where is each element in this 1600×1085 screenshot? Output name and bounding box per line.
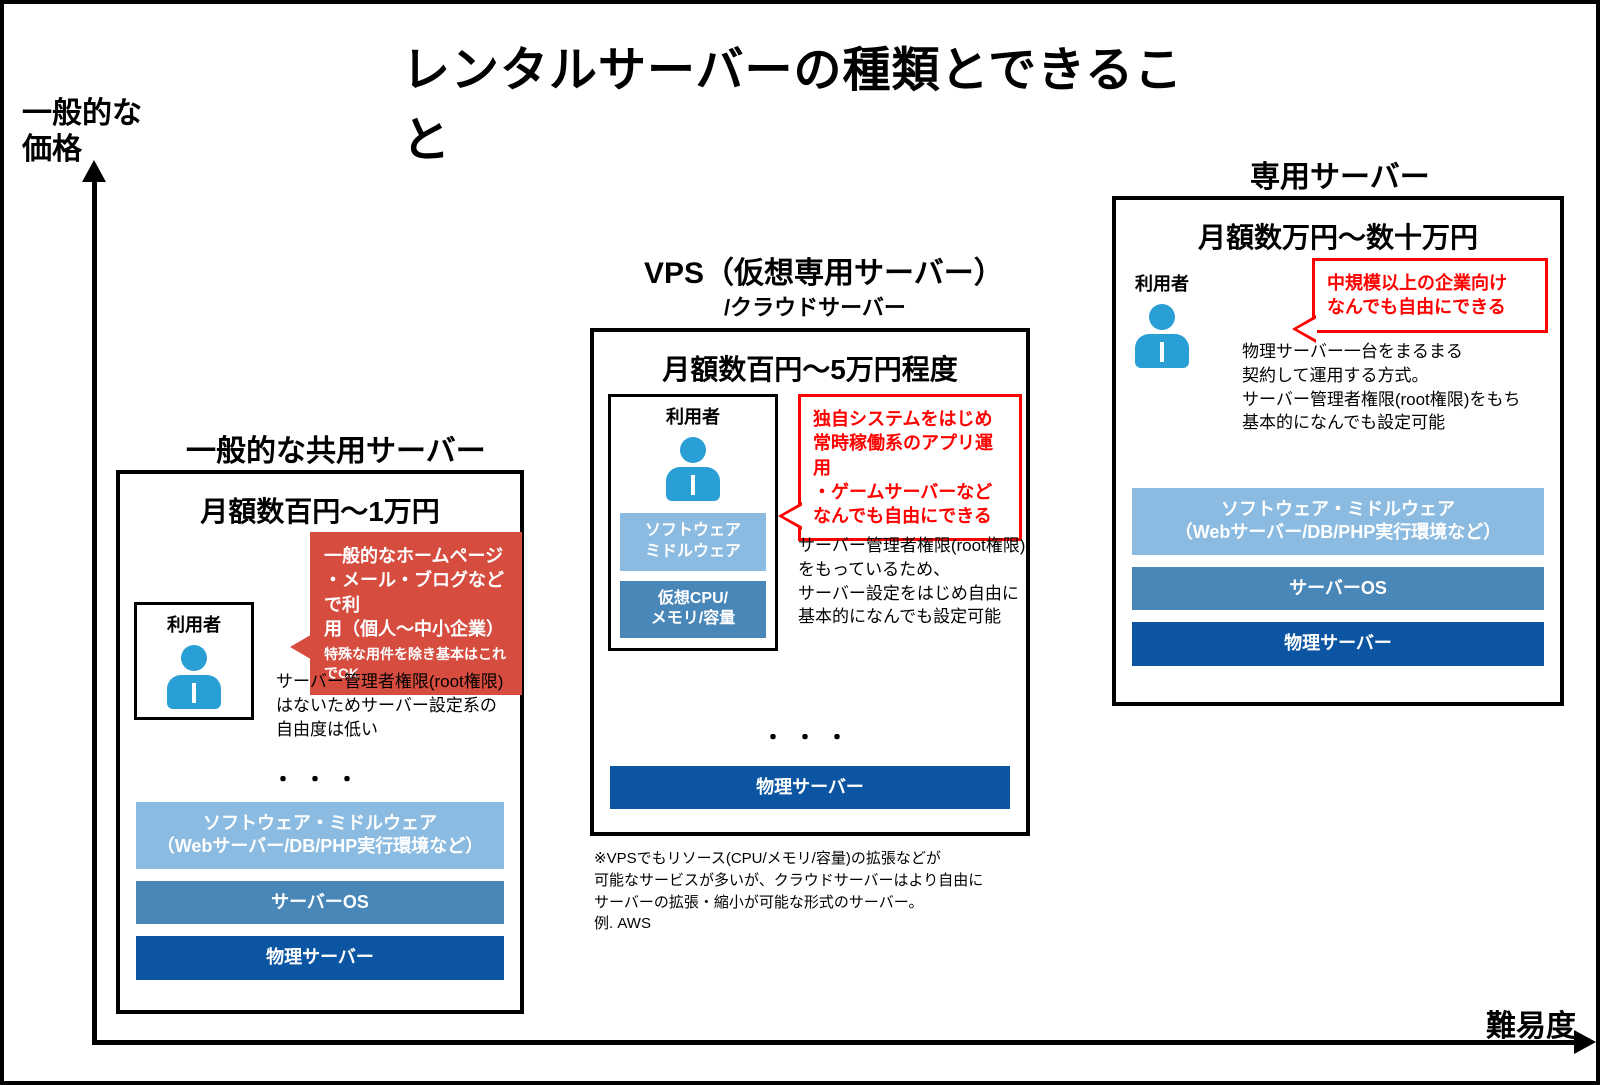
vps-dots: ・・・	[594, 720, 1026, 752]
shared-callout-l3: 用（個人〜中小企業）	[324, 619, 504, 639]
shared-callout-tail-icon	[290, 633, 314, 661]
y-axis-label: 一般的な 価格	[22, 96, 142, 168]
y-axis	[92, 174, 97, 1044]
person-icon	[661, 435, 725, 505]
shared-user-box: 利用者	[134, 602, 254, 720]
vps-layer-physical: 物理サーバー	[608, 764, 1012, 811]
dedicated-user-label: 利用者	[1130, 270, 1194, 296]
y-axis-text: 一般的な 価格	[22, 97, 142, 166]
vps-panel-subtitle: /クラウドサーバー	[724, 290, 906, 322]
y-axis-arrow-icon	[82, 160, 106, 182]
page-title: レンタルサーバーの種類とできること	[402, 30, 1198, 170]
dedicated-layer-os: サーバーOS	[1130, 565, 1546, 612]
shared-user-label: 利用者	[143, 611, 245, 637]
vps-user-label: 利用者	[617, 403, 769, 429]
dedicated-callout-l2: なんでも自由にできる	[1327, 297, 1506, 317]
shared-layer-physical: 物理サーバー	[134, 934, 506, 981]
dedicated-desc: 物理サーバー一台をまるまる 契約して運用する方式。 サーバー管理者権限(root…	[1242, 340, 1520, 435]
dedicated-price: 月額数万円〜数十万円	[1116, 200, 1560, 256]
shared-layer-software: ソフトウェア・ミドルウェア （Webサーバー/DB/PHP実行環境など）	[134, 800, 506, 871]
shared-callout-l1: 一般的なホームページ	[324, 546, 503, 566]
vps-layer-vcpu: 仮想CPU/ メモリ/容量	[618, 579, 768, 641]
vps-callout-l1: 独自システムをはじめ	[813, 409, 992, 429]
x-axis-label: 難易度	[1486, 1001, 1576, 1045]
vps-user-box: 利用者 ソフトウェア ミドルウェア 仮想CPU/ メモリ/容量	[608, 394, 778, 651]
x-axis-arrow-icon	[1574, 1030, 1596, 1054]
shared-dots: ・・・	[120, 762, 520, 794]
diagram-frame: レンタルサーバーの種類とできること 一般的な 価格 難易度 一般的な共用サーバー…	[0, 0, 1600, 1085]
dedicated-callout-tail-inner-icon	[1297, 318, 1317, 340]
dedicated-layer-physical: 物理サーバー	[1130, 620, 1546, 667]
vps-callout: 独自システムをはじめ 常時稼働系のアプリ運用 ・ゲームサーバーなど なんでも自由…	[798, 394, 1022, 541]
shared-price: 月額数百円〜1万円	[120, 474, 520, 530]
vps-callout-l3: ・ゲームサーバーなど	[813, 482, 992, 502]
vps-layer-software: ソフトウェア ミドルウェア	[618, 511, 768, 573]
person-icon	[162, 643, 226, 713]
dedicated-callout-l1: 中規模以上の企業向け	[1327, 273, 1507, 293]
dedicated-user-box: 利用者	[1130, 270, 1194, 376]
vps-callout-tail-inner-icon	[783, 505, 803, 527]
vps-price: 月額数百円〜5万円程度	[594, 332, 1026, 388]
shared-callout-l2: ・メール・ブログなどで利	[324, 570, 504, 614]
shared-desc: サーバー管理者権限(root権限) はないためサーバー設定系の 自由度は低い	[276, 670, 503, 741]
dedicated-panel-title: 専用サーバー	[1250, 152, 1430, 196]
shared-panel: 月額数百円〜1万円 一般的なホームページ ・メール・ブログなどで利 用（個人〜中…	[116, 470, 524, 1014]
vps-panel: 月額数百円〜5万円程度 利用者 ソフトウェア ミドルウェア 仮想CPU/ メモリ…	[590, 328, 1030, 836]
shared-panel-title: 一般的な共用サーバー	[186, 426, 486, 470]
vps-panel-title: VPS（仮想専用サーバー）	[644, 248, 1004, 292]
dedicated-panel: 月額数万円〜数十万円 中規模以上の企業向け なんでも自由にできる 利用者 物理サ…	[1112, 196, 1564, 706]
person-icon	[1130, 302, 1194, 372]
vps-desc: サーバー管理者権限(root権限) をもっているため、 サーバー設定をはじめ自由…	[798, 534, 1025, 629]
vps-callout-l2: 常時稼働系のアプリ運用	[813, 433, 993, 477]
x-axis	[92, 1040, 1582, 1045]
vps-footnote: ※VPSでもリソース(CPU/メモリ/容量)の拡張などが 可能なサービスが多いが…	[594, 848, 983, 935]
shared-layer-os: サーバーOS	[134, 879, 506, 926]
vps-callout-l4: なんでも自由にできる	[813, 506, 992, 526]
dedicated-layer-software: ソフトウェア・ミドルウェア （Webサーバー/DB/PHP実行環境など）	[1130, 486, 1546, 557]
dedicated-callout: 中規模以上の企業向け なんでも自由にできる	[1312, 258, 1548, 333]
